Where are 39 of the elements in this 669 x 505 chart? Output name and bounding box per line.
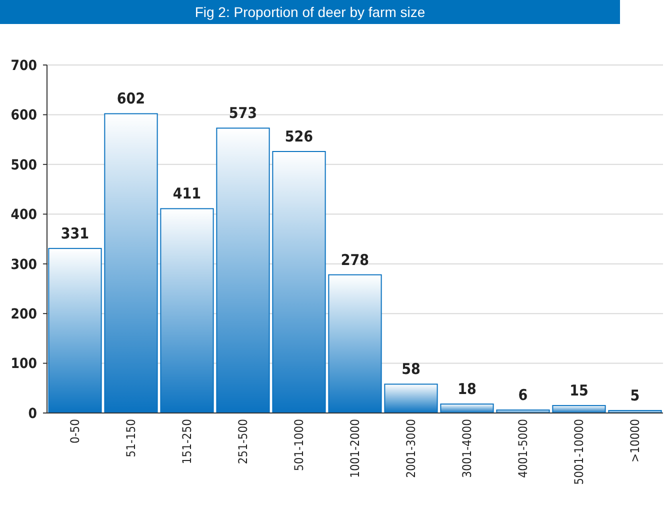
x-tick-label: >10000 <box>628 418 642 462</box>
bar <box>440 404 494 414</box>
x-tick-label: 251-500 <box>236 418 250 464</box>
y-tick-label: 400 <box>10 207 38 224</box>
bar <box>104 113 158 414</box>
data-label: 411 <box>172 184 202 203</box>
chart-title: Fig 2: Proportion of deer by farm size <box>194 4 426 20</box>
bar <box>272 151 326 414</box>
data-label: 58 <box>402 360 420 378</box>
x-tick-label: 0-50 <box>68 418 82 444</box>
bar <box>328 274 382 414</box>
data-label: 602 <box>116 90 146 108</box>
y-tick-label: 500 <box>10 157 38 174</box>
data-label: 15 <box>570 382 588 400</box>
x-tick-label: 51-150 <box>124 418 138 458</box>
y-tick-label: 300 <box>10 256 38 273</box>
bar <box>216 128 270 414</box>
data-label: 573 <box>228 104 258 122</box>
x-tick-label: 5001-10000 <box>572 418 586 485</box>
data-label: 526 <box>284 128 314 146</box>
x-tick-label: 4001-5000 <box>516 418 530 478</box>
x-tick-label: 2001-3000 <box>404 418 418 478</box>
y-tick-label: 600 <box>10 108 38 124</box>
bar <box>384 384 438 414</box>
data-label: 331 <box>60 224 90 242</box>
bar <box>48 248 102 414</box>
y-tick-label: 0 <box>28 406 38 422</box>
data-label: 278 <box>340 250 370 269</box>
data-label: 18 <box>458 380 476 398</box>
y-tick-label: 100 <box>10 356 38 372</box>
y-tick-label: 700 <box>10 58 38 74</box>
data-label: 6 <box>518 386 528 404</box>
x-tick-label: 3001-4000 <box>460 418 474 478</box>
bar <box>160 208 214 414</box>
x-tick-label: 151-250 <box>180 418 194 464</box>
y-tick-label: 200 <box>10 306 38 322</box>
x-tick-label: 501-1000 <box>292 418 306 471</box>
x-tick-label: 1001-2000 <box>348 418 362 478</box>
data-label: 5 <box>630 386 640 405</box>
